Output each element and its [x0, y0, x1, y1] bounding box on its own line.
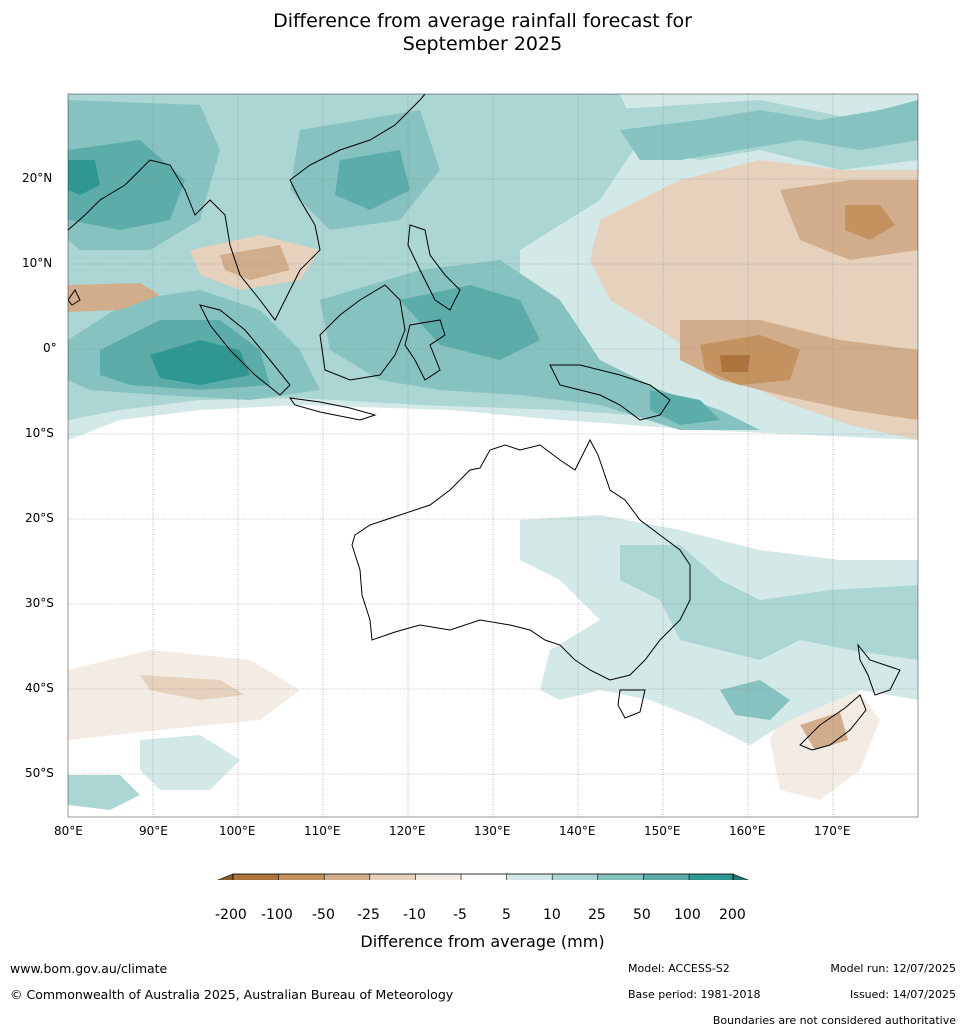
colorbar-bin-9 — [597, 874, 644, 880]
base-period-text: Base period: 1981-2018 — [628, 988, 761, 1001]
lon-label: 90°E — [139, 824, 168, 838]
model-text: Model: ACCESS-S2 — [628, 962, 730, 975]
title-line-1: Difference from average rainfall forecas… — [273, 10, 692, 32]
colorbar — [217, 873, 749, 880]
new-zealand-north-coastline — [857, 643, 901, 696]
lon-label: 170°E — [814, 824, 851, 838]
colorbar-over-arrow — [732, 873, 749, 880]
colorbar-tick-label: -50 — [312, 907, 335, 923]
anomaly-indochina-dry-25 — [220, 245, 290, 280]
colorbar-bin-11 — [689, 874, 733, 880]
lat-label: 50°S — [25, 766, 54, 780]
anomaly-east-china-sea — [620, 100, 918, 160]
map-frame — [67, 93, 919, 818]
anomaly-borneo-sea — [400, 285, 540, 360]
sumatra-coastline — [199, 304, 291, 396]
anomaly-south-indian-dry-10 — [140, 675, 245, 700]
anomaly-pacific-dry-50 — [700, 335, 800, 385]
colorbar-bin-3 — [324, 874, 370, 880]
lat-label: 10°S — [25, 426, 54, 440]
colorbar-under-arrow — [217, 873, 234, 880]
lat-label: 0° — [43, 341, 57, 355]
borneo-coastline — [319, 284, 406, 381]
anomaly-pacific-dry-100 — [720, 355, 750, 372]
lat-label: 30°S — [25, 596, 54, 610]
anomaly-eastern-australia-wet-10 — [620, 545, 918, 660]
new-zealand-south-coastline — [799, 694, 867, 751]
copyright-text: © Commonwealth of Australia 2025, Austra… — [10, 987, 454, 1002]
colorbar-bin-1 — [233, 874, 279, 880]
java-coastline — [288, 397, 377, 421]
coastlines — [68, 94, 901, 751]
colorbar-bin-4 — [369, 874, 416, 880]
tasmania-coastline — [617, 689, 646, 719]
anomaly-bay-of-bengal-core — [68, 140, 185, 230]
disclaimer-text: Boundaries are not considered authoritat… — [712, 1014, 956, 1027]
lat-label: 40°S — [25, 681, 54, 695]
lon-label: 120°E — [389, 824, 426, 838]
lon-label: 110°E — [304, 824, 341, 838]
colorbar-bin-7 — [506, 874, 553, 880]
india-sri-lanka-coastline — [68, 289, 81, 306]
lat-label: 20°S — [25, 511, 54, 525]
colorbar-tick-label: 200 — [719, 907, 746, 923]
sulawesi-coastline — [404, 319, 446, 381]
colorbar-bin-6 — [461, 874, 507, 880]
colorbar-bin-2 — [278, 874, 325, 880]
chart-title: Difference from average rainfall forecas… — [0, 10, 965, 56]
lon-label: 130°E — [474, 824, 511, 838]
colorbar-tick-label: 100 — [674, 907, 701, 923]
map-gridlines — [68, 94, 918, 817]
anomaly-tasman-wet-25 — [720, 680, 790, 720]
colorbar-tick-label: -10 — [403, 907, 426, 923]
colorbar-tick-label: 50 — [633, 907, 651, 923]
website-text: www.bom.gov.au/climate — [10, 961, 168, 976]
australia-coastline — [351, 438, 691, 681]
new-guinea-coastline — [549, 364, 671, 421]
colorbar-tick-label: -100 — [261, 907, 293, 923]
rainfall-anomaly-map — [67, 93, 919, 880]
anomaly-pacific-teal — [650, 390, 720, 425]
colorbar-tick-label: -5 — [453, 907, 467, 923]
lat-label: 20°N — [22, 171, 53, 185]
lon-label: 100°E — [219, 824, 256, 838]
anomaly-shading — [68, 94, 918, 810]
anomaly-arabian-sea-dry — [68, 283, 160, 312]
colorbar-bin-10 — [643, 874, 689, 880]
lat-label: 10°N — [22, 256, 53, 270]
lon-label: 80°E — [54, 824, 83, 838]
lon-label: 140°E — [559, 824, 596, 838]
lon-label: 150°E — [644, 824, 681, 838]
colorbar-tick-label: -200 — [215, 907, 247, 923]
issued-text: Issued: 14/07/2025 — [849, 988, 956, 1001]
anomaly-pacific-north — [68, 160, 100, 195]
philippines-coastline — [407, 224, 461, 311]
colorbar-bin-5 — [415, 874, 461, 880]
anomaly-north-pacific-dry-50 — [845, 205, 895, 240]
colorbar-label: Difference from average (mm) — [360, 932, 605, 951]
colorbar-tick-label: 10 — [543, 907, 561, 923]
colorbar-bin-8 — [552, 874, 598, 880]
lon-label: 160°E — [729, 824, 766, 838]
anomaly-southern-ocean-wet — [140, 735, 240, 790]
colorbar-tick-label: -25 — [357, 907, 380, 923]
colorbar-tick-label: 25 — [588, 907, 606, 923]
anomaly-southern-ocean-wet-2 — [68, 775, 140, 810]
colorbar-tick-label: 5 — [502, 907, 511, 923]
title-line-2: September 2025 — [402, 33, 563, 55]
anomaly-indian-ocean-core — [150, 340, 250, 385]
anomaly-south-china-core — [335, 150, 410, 210]
asia-coastline — [68, 94, 426, 321]
model-run-text: Model run: 12/07/2025 — [830, 962, 956, 975]
